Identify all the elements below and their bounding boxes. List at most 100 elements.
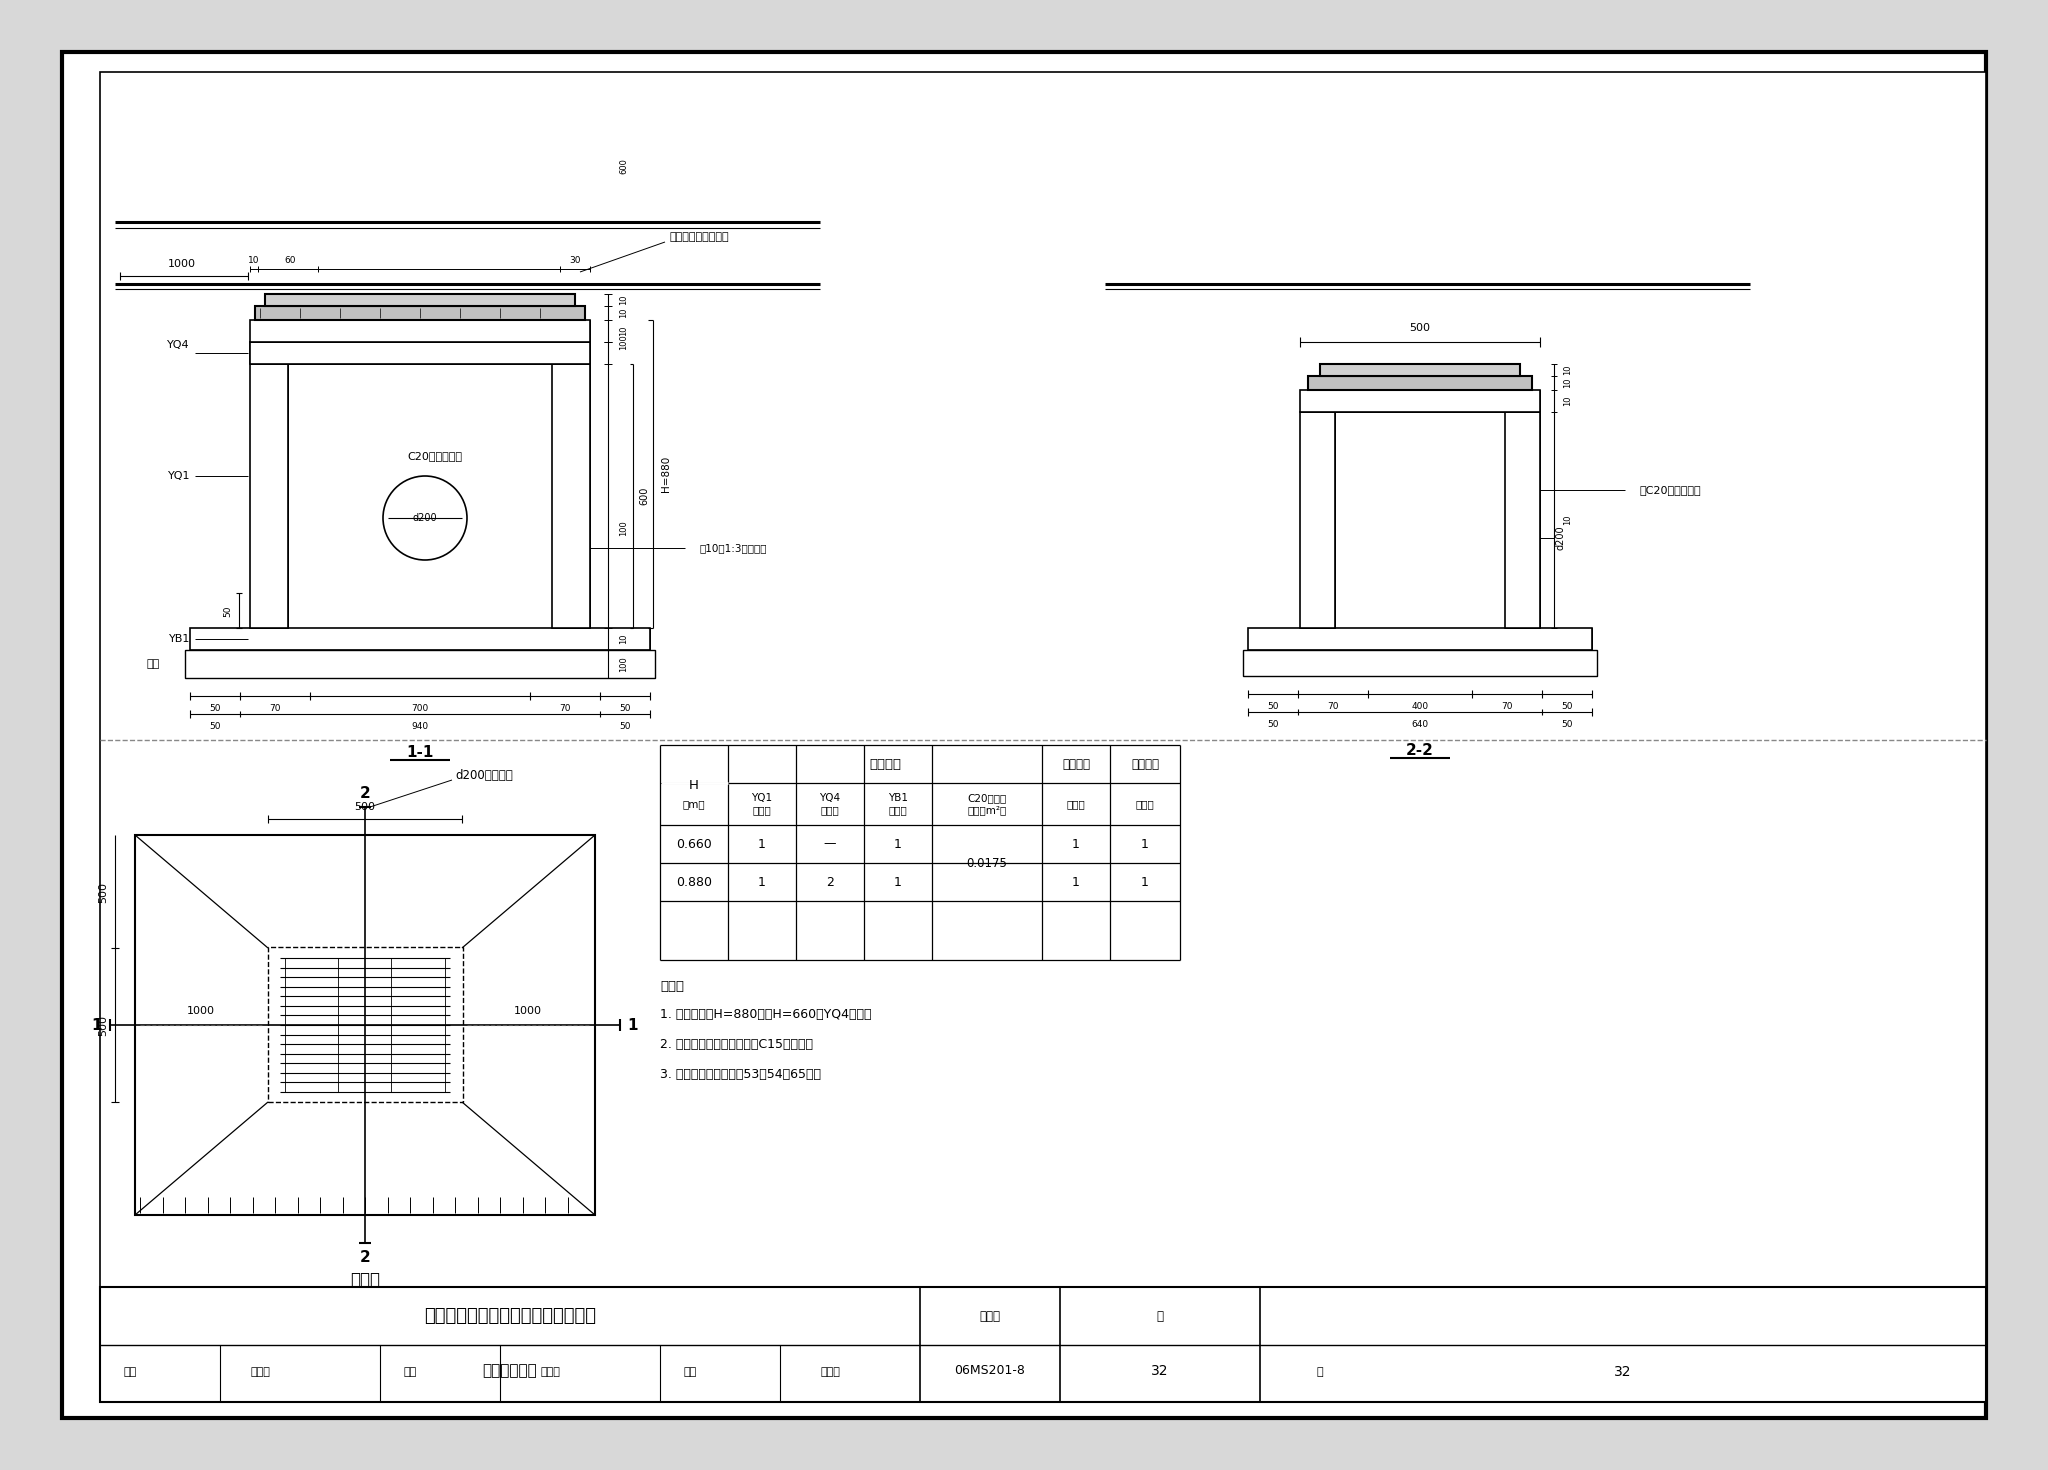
Bar: [268, 947, 463, 1102]
Bar: [250, 343, 590, 365]
Text: 50: 50: [618, 704, 631, 713]
Text: 0.660: 0.660: [676, 838, 713, 851]
Text: 平面图: 平面图: [350, 1272, 381, 1289]
Text: 50: 50: [1561, 701, 1573, 710]
Bar: [250, 343, 289, 628]
Text: 1: 1: [895, 876, 901, 888]
Text: 1000: 1000: [514, 1005, 543, 1016]
Text: 1000: 1000: [168, 259, 197, 269]
Text: H=880: H=880: [662, 456, 672, 492]
Bar: [1243, 650, 1597, 676]
Text: （铸铁井圈）: （铸铁井圈）: [483, 1364, 537, 1379]
Text: 100: 100: [618, 334, 629, 350]
Text: 500: 500: [1409, 323, 1430, 334]
Bar: [1505, 412, 1540, 628]
Text: 审核: 审核: [123, 1367, 137, 1377]
Text: 60: 60: [285, 256, 295, 265]
Text: 100: 100: [618, 656, 629, 672]
Bar: [190, 628, 649, 650]
Text: 1: 1: [1071, 876, 1079, 888]
Text: 70: 70: [1501, 701, 1513, 710]
Bar: [264, 294, 575, 306]
Text: 10: 10: [618, 295, 629, 306]
Text: C20细石混
凝土（m²）: C20细石混 凝土（m²）: [967, 794, 1008, 814]
Text: 页: 页: [1317, 1367, 1323, 1377]
Bar: [1300, 390, 1540, 412]
Text: 温丽晖: 温丽晖: [819, 1367, 840, 1377]
Text: 2: 2: [360, 1250, 371, 1264]
Text: 铸铁井圈: 铸铁井圈: [1130, 757, 1159, 770]
Text: 2-2: 2-2: [1407, 742, 1434, 757]
Text: YQ1
（块）: YQ1 （块）: [752, 794, 772, 814]
Text: 铸铁井圈及铸铁算子: 铸铁井圈及铸铁算子: [670, 232, 729, 243]
Text: 0.0175: 0.0175: [967, 857, 1008, 869]
Text: 垫层: 垫层: [147, 659, 160, 669]
Text: 500: 500: [98, 1014, 109, 1035]
Text: 940: 940: [412, 722, 428, 731]
Text: 设计: 设计: [684, 1367, 696, 1377]
Text: 1: 1: [758, 838, 766, 851]
Text: 1: 1: [1141, 838, 1149, 851]
Text: 30: 30: [569, 256, 582, 265]
Text: 50: 50: [1268, 719, 1278, 729]
Text: 50: 50: [1268, 701, 1278, 710]
Text: 10: 10: [618, 326, 629, 337]
Text: 10: 10: [1563, 395, 1573, 406]
Text: 补C20细石混凝土: 补C20细石混凝土: [1640, 485, 1702, 495]
Bar: [250, 320, 590, 343]
Bar: [1309, 376, 1532, 390]
Text: 50: 50: [618, 722, 631, 731]
Bar: [1247, 628, 1591, 650]
Text: YQ4: YQ4: [168, 340, 190, 350]
Text: H: H: [688, 779, 698, 791]
Bar: [250, 343, 289, 628]
Text: 70: 70: [559, 704, 571, 713]
Text: 页: 页: [1157, 1310, 1163, 1323]
Text: 1: 1: [1141, 876, 1149, 888]
Text: （个）: （个）: [1067, 800, 1085, 809]
Text: 600: 600: [639, 487, 649, 506]
Bar: [1300, 412, 1335, 628]
Text: 50: 50: [209, 722, 221, 731]
Text: 10: 10: [1563, 514, 1573, 525]
Text: 500: 500: [98, 882, 109, 903]
Bar: [1300, 412, 1335, 628]
Text: 1. 本图所示为H=880，当H=660时YQ4取消。: 1. 本图所示为H=880，当H=660时YQ4取消。: [659, 1008, 872, 1022]
Bar: [184, 650, 655, 678]
Text: （个）: （个）: [1137, 800, 1155, 809]
Text: 10: 10: [618, 634, 629, 644]
Text: 10: 10: [248, 256, 260, 265]
Text: 1: 1: [1071, 838, 1079, 851]
Text: d200: d200: [1554, 526, 1565, 550]
Text: YQ4
（块）: YQ4 （块）: [819, 794, 840, 814]
Text: 2: 2: [360, 785, 371, 801]
Text: YQ1: YQ1: [168, 470, 190, 481]
Bar: [250, 320, 590, 343]
Text: 06MS201-8: 06MS201-8: [954, 1364, 1026, 1377]
Text: 400: 400: [1411, 701, 1430, 710]
Text: 1: 1: [895, 838, 901, 851]
Text: 2. 垫层材料为碎石、粗沙或C15混凝土。: 2. 垫层材料为碎石、粗沙或C15混凝土。: [659, 1038, 813, 1051]
Text: 图集号: 图集号: [979, 1310, 1001, 1323]
Text: 说明：: 说明：: [659, 980, 684, 994]
Bar: [250, 343, 590, 365]
Text: 10: 10: [1563, 365, 1573, 375]
Text: 10: 10: [1563, 378, 1573, 388]
Text: 700: 700: [412, 704, 428, 713]
Text: 70: 70: [268, 704, 281, 713]
Text: 1: 1: [758, 876, 766, 888]
Text: 600: 600: [618, 159, 629, 173]
Text: 王懒山: 王懒山: [250, 1367, 270, 1377]
Text: 100: 100: [618, 520, 629, 537]
Text: 50: 50: [1561, 719, 1573, 729]
Text: 1: 1: [629, 1017, 639, 1032]
Bar: [553, 343, 590, 628]
Text: C20细石混凝土: C20细石混凝土: [408, 451, 463, 462]
Text: 铸铁算子: 铸铁算子: [1063, 757, 1090, 770]
Text: 500: 500: [354, 803, 375, 811]
Text: 50: 50: [223, 606, 233, 617]
Text: 0.880: 0.880: [676, 876, 713, 888]
Text: 70: 70: [1327, 701, 1339, 710]
Bar: [184, 650, 655, 678]
Text: —: —: [823, 838, 836, 851]
